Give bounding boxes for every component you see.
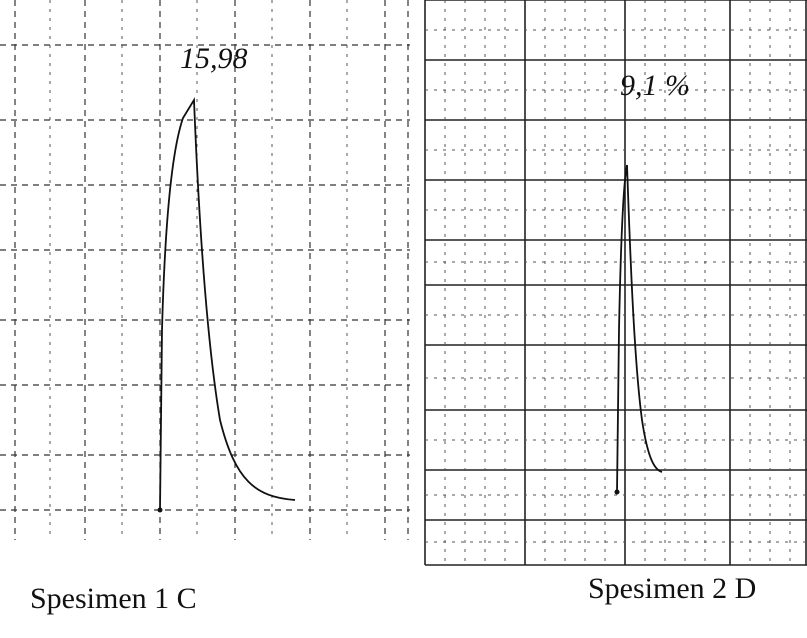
graph-paper-left <box>0 0 410 540</box>
graph-paper-right <box>424 0 807 566</box>
annotation: 15,98 <box>180 42 248 75</box>
curve-right <box>616 164 663 493</box>
annotation: 9,1 % <box>620 69 690 102</box>
curve-start <box>614 489 620 495</box>
curve-start <box>157 507 163 513</box>
caption: Spesimen 1 C <box>30 582 197 615</box>
caption: Spesimen 2 D <box>588 572 756 605</box>
curve-left <box>159 96 296 511</box>
